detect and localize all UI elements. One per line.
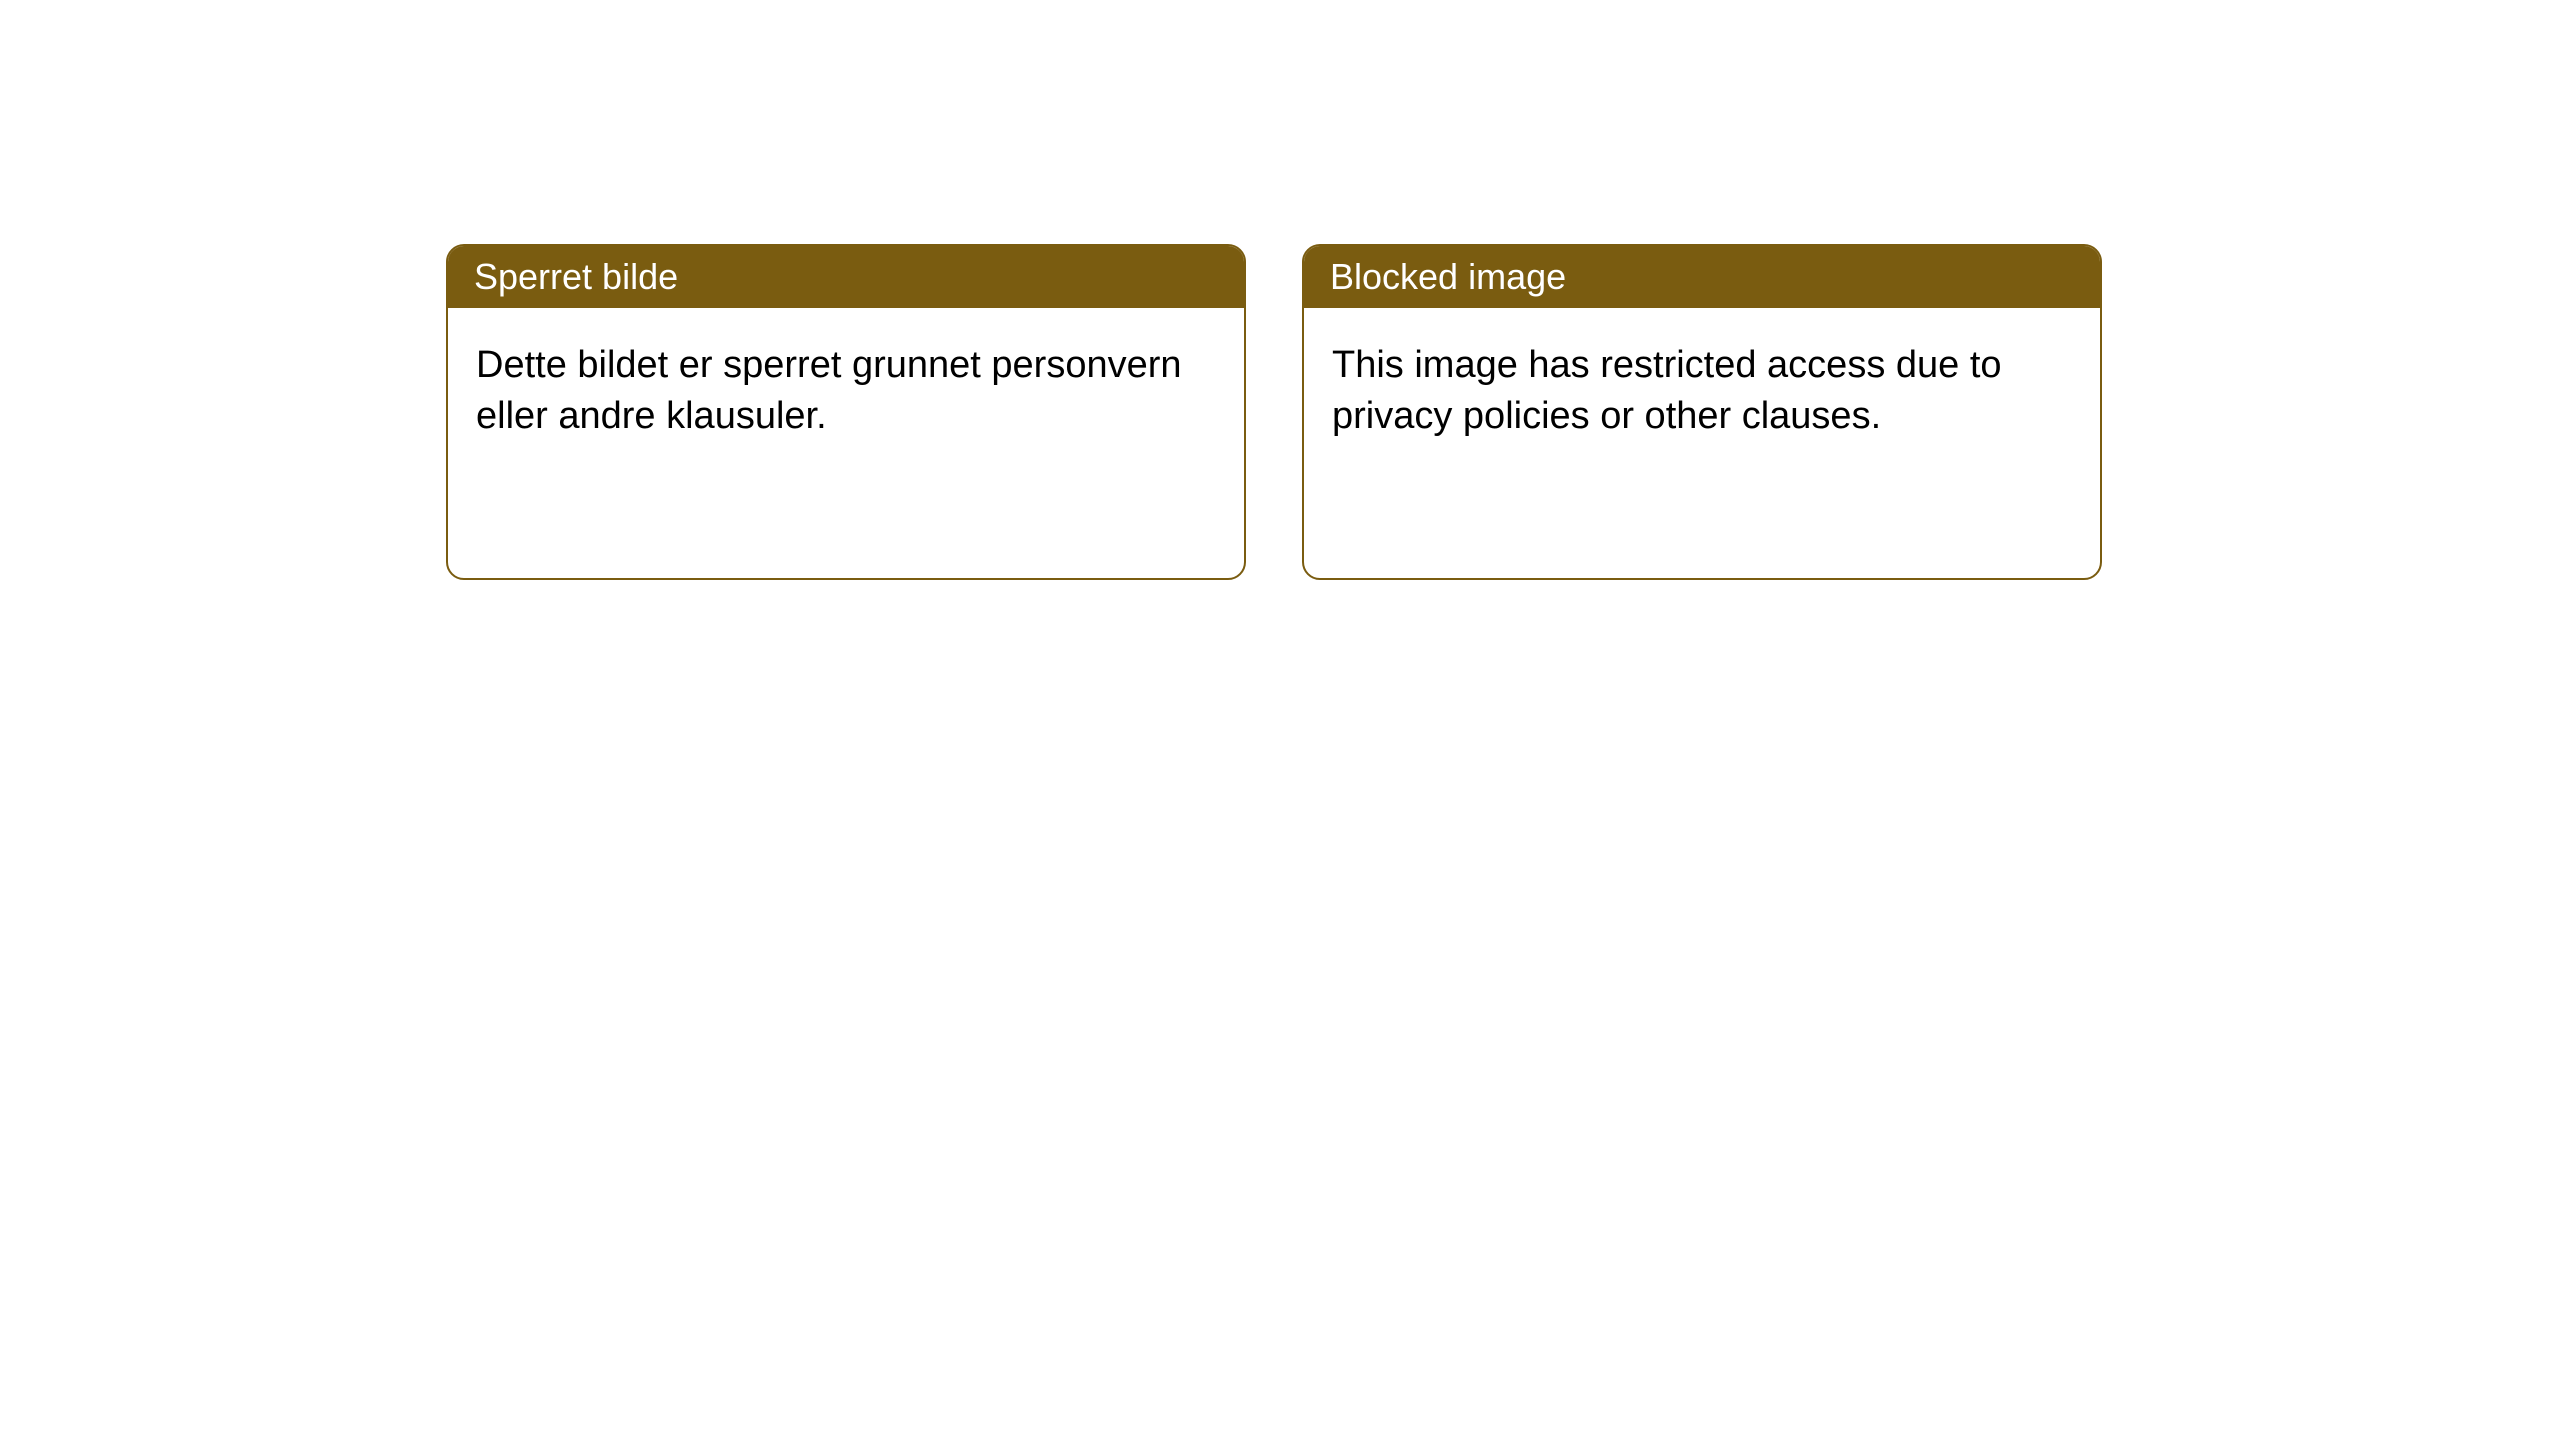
- notice-card-body: This image has restricted access due to …: [1304, 308, 2100, 578]
- notice-container: Sperret bilde Dette bildet er sperret gr…: [0, 0, 2560, 580]
- notice-card-header: Sperret bilde: [448, 246, 1244, 308]
- notice-body-text: Dette bildet er sperret grunnet personve…: [476, 344, 1182, 437]
- notice-card-header: Blocked image: [1304, 246, 2100, 308]
- notice-card-body: Dette bildet er sperret grunnet personve…: [448, 308, 1244, 578]
- notice-card-english: Blocked image This image has restricted …: [1302, 244, 2102, 580]
- notice-card-norwegian: Sperret bilde Dette bildet er sperret gr…: [446, 244, 1246, 580]
- notice-title: Sperret bilde: [474, 256, 678, 297]
- notice-body-text: This image has restricted access due to …: [1332, 344, 2002, 437]
- notice-title: Blocked image: [1330, 256, 1566, 297]
